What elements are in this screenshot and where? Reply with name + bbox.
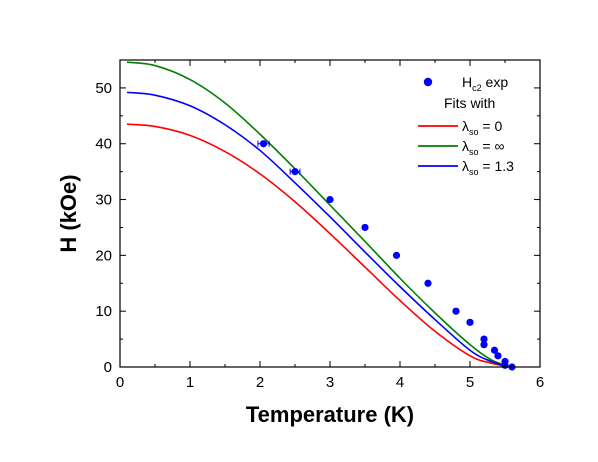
x-tick-label: 2 <box>256 374 264 391</box>
legend-label-fit-1: λso = 0 <box>462 118 502 137</box>
legend-fits-title: Fits with <box>444 95 495 111</box>
y-tick-label: 50 <box>95 80 112 97</box>
legend-marker-hc2-exp <box>423 77 433 87</box>
x-tick-label: 3 <box>326 374 334 391</box>
legend-label-fit-3: λso = 1.3 <box>462 158 514 177</box>
data-point <box>361 223 369 232</box>
x-tick-label: 1 <box>186 374 194 391</box>
data-point <box>259 140 268 148</box>
y-axis-title: H (kOe) <box>56 174 81 252</box>
data-point <box>291 168 299 176</box>
x-tick-label: 4 <box>396 374 404 391</box>
data-point <box>480 335 488 343</box>
data-point <box>480 341 488 349</box>
x-tick-label: 6 <box>536 374 544 391</box>
data-point <box>326 195 334 204</box>
x-axis-title: Temperature (K) <box>246 402 414 427</box>
y-tick-label: 40 <box>95 136 112 153</box>
fit-line-lambda-so-0 <box>126 123 511 368</box>
y-tick-label: 10 <box>95 303 112 320</box>
x-tick-label: 0 <box>116 374 124 391</box>
data-point <box>392 251 401 259</box>
data-point <box>424 279 432 287</box>
legend-label-hc2-exp: Hc2 exp <box>462 74 508 93</box>
legend-label-fit-2: λso = ∞ <box>462 138 504 157</box>
y-tick-label: 30 <box>95 192 112 209</box>
data-point <box>452 307 460 315</box>
data-point <box>466 318 474 326</box>
data-point <box>490 346 499 354</box>
y-tick-label: 20 <box>95 247 112 264</box>
data-point <box>494 352 502 360</box>
x-tick-label: 5 <box>466 374 474 391</box>
y-tick-label: 0 <box>104 359 112 376</box>
fit-line-lambda-so-1-3 <box>126 91 511 368</box>
fit-line-lambda-so-infinity <box>126 61 511 368</box>
